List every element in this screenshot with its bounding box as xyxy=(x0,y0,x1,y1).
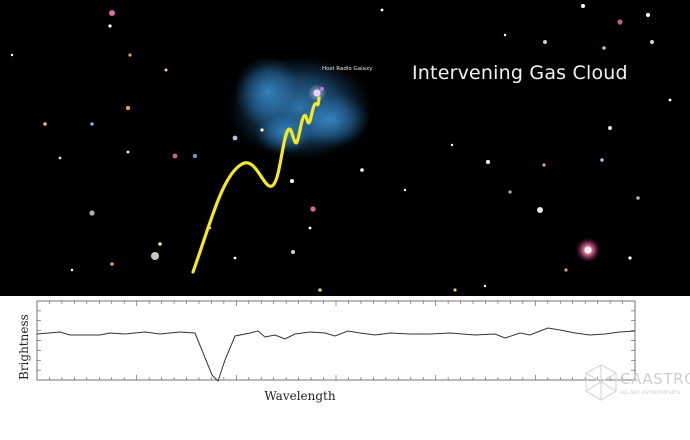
spectrum-line xyxy=(36,327,636,382)
host-radio-galaxy xyxy=(308,84,326,102)
scene-title: Intervening Gas Cloud xyxy=(412,62,628,84)
spectrum-plot xyxy=(0,296,690,440)
radio-wave xyxy=(191,96,321,274)
x-axis-label: Wavelength xyxy=(264,389,336,403)
y-axis-label: Brightness xyxy=(17,314,31,380)
logo-name: CAASTRO xyxy=(620,370,690,388)
gas-cloud xyxy=(228,56,372,160)
host-radio-galaxy-label: Host Radio Galaxy xyxy=(322,66,373,72)
tick-marks xyxy=(37,301,635,380)
spectrum-background xyxy=(0,296,690,440)
caastro-logo-icon xyxy=(585,364,617,401)
logo-tagline: ALL-SKY ASTROPHYSICS xyxy=(620,391,680,396)
background-galaxies xyxy=(10,4,672,292)
starfield-panel xyxy=(0,0,690,296)
